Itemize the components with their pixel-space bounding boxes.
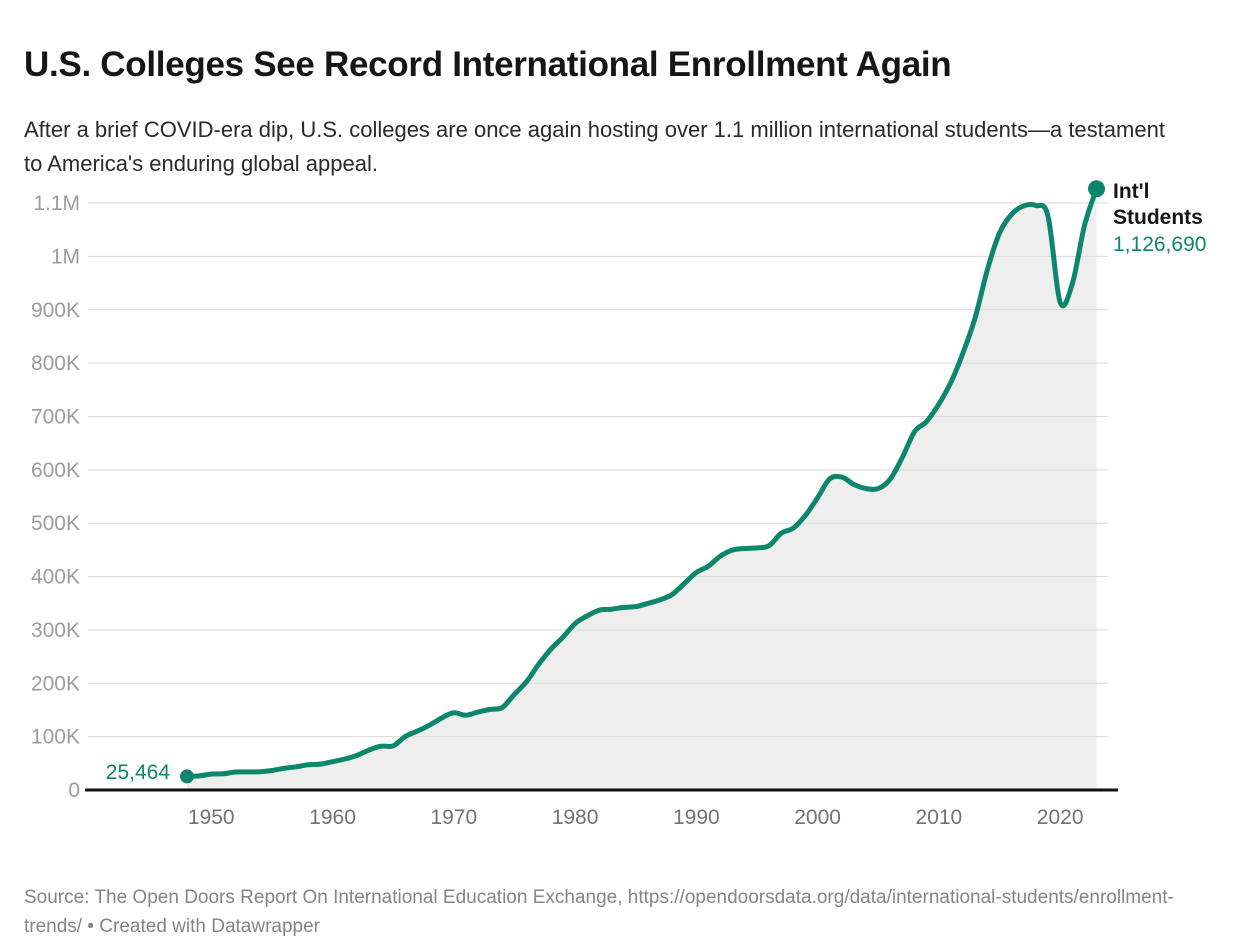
x-axis-tick-label: 1960 — [309, 806, 356, 829]
end-point-dot — [1088, 180, 1106, 198]
annotation-start-value: 25,464 — [105, 761, 170, 784]
enrollment-line — [184, 186, 1099, 779]
x-axis-tick-label: 2010 — [916, 806, 963, 829]
chart-title: U.S. Colleges See Record International E… — [24, 45, 952, 85]
x-axis-tick-label: 1970 — [430, 806, 477, 829]
y-axis-tick-label: 1.1M — [33, 192, 80, 215]
y-axis-tick-label: 800K — [31, 352, 80, 375]
y-axis-tick-label: 700K — [31, 405, 80, 428]
y-axis-tick-label: 100K — [31, 726, 80, 749]
y-axis-tick-label: 900K — [31, 299, 80, 322]
y-axis-tick-label: 600K — [31, 459, 80, 482]
chart-svg: 0 100K 200K 300K 400K 500K 600K 700K 800K 900K 1M 1… — [31, 180, 1118, 829]
source-note: Source: The Open Doors Report On Interna… — [24, 887, 1174, 937]
x-axis-tick-label: 2020 — [1037, 806, 1084, 829]
y-axis-tick-label: 0 — [68, 779, 80, 802]
x-axis-tick-label: 1980 — [552, 806, 599, 829]
annotation-series-label: Int'l Students — [1113, 180, 1203, 229]
enrollment-chart: 0 100K 200K 300K 400K 500K 600K 700K 800K 900K 1M 1… — [0, 170, 1240, 860]
chart-subtitle: After a brief COVID-era dip, U.S. colleg… — [24, 117, 1165, 176]
x-axis-tick-label: 2000 — [794, 806, 841, 829]
enrollment-area — [187, 188, 1097, 791]
x-axis-tick-label: 1990 — [673, 806, 720, 829]
y-axis-tick-label: 200K — [31, 672, 80, 695]
x-axis-tick-label: 1950 — [188, 806, 235, 829]
y-axis-tick-label: 300K — [31, 619, 80, 642]
y-axis-tick-label: 500K — [31, 512, 80, 535]
annotation-end-value: 1,126,690 — [1113, 233, 1207, 256]
start-point-dot — [180, 769, 194, 784]
y-axis-tick-label: 1M — [51, 245, 80, 268]
y-axis-tick-label: 400K — [31, 566, 80, 589]
